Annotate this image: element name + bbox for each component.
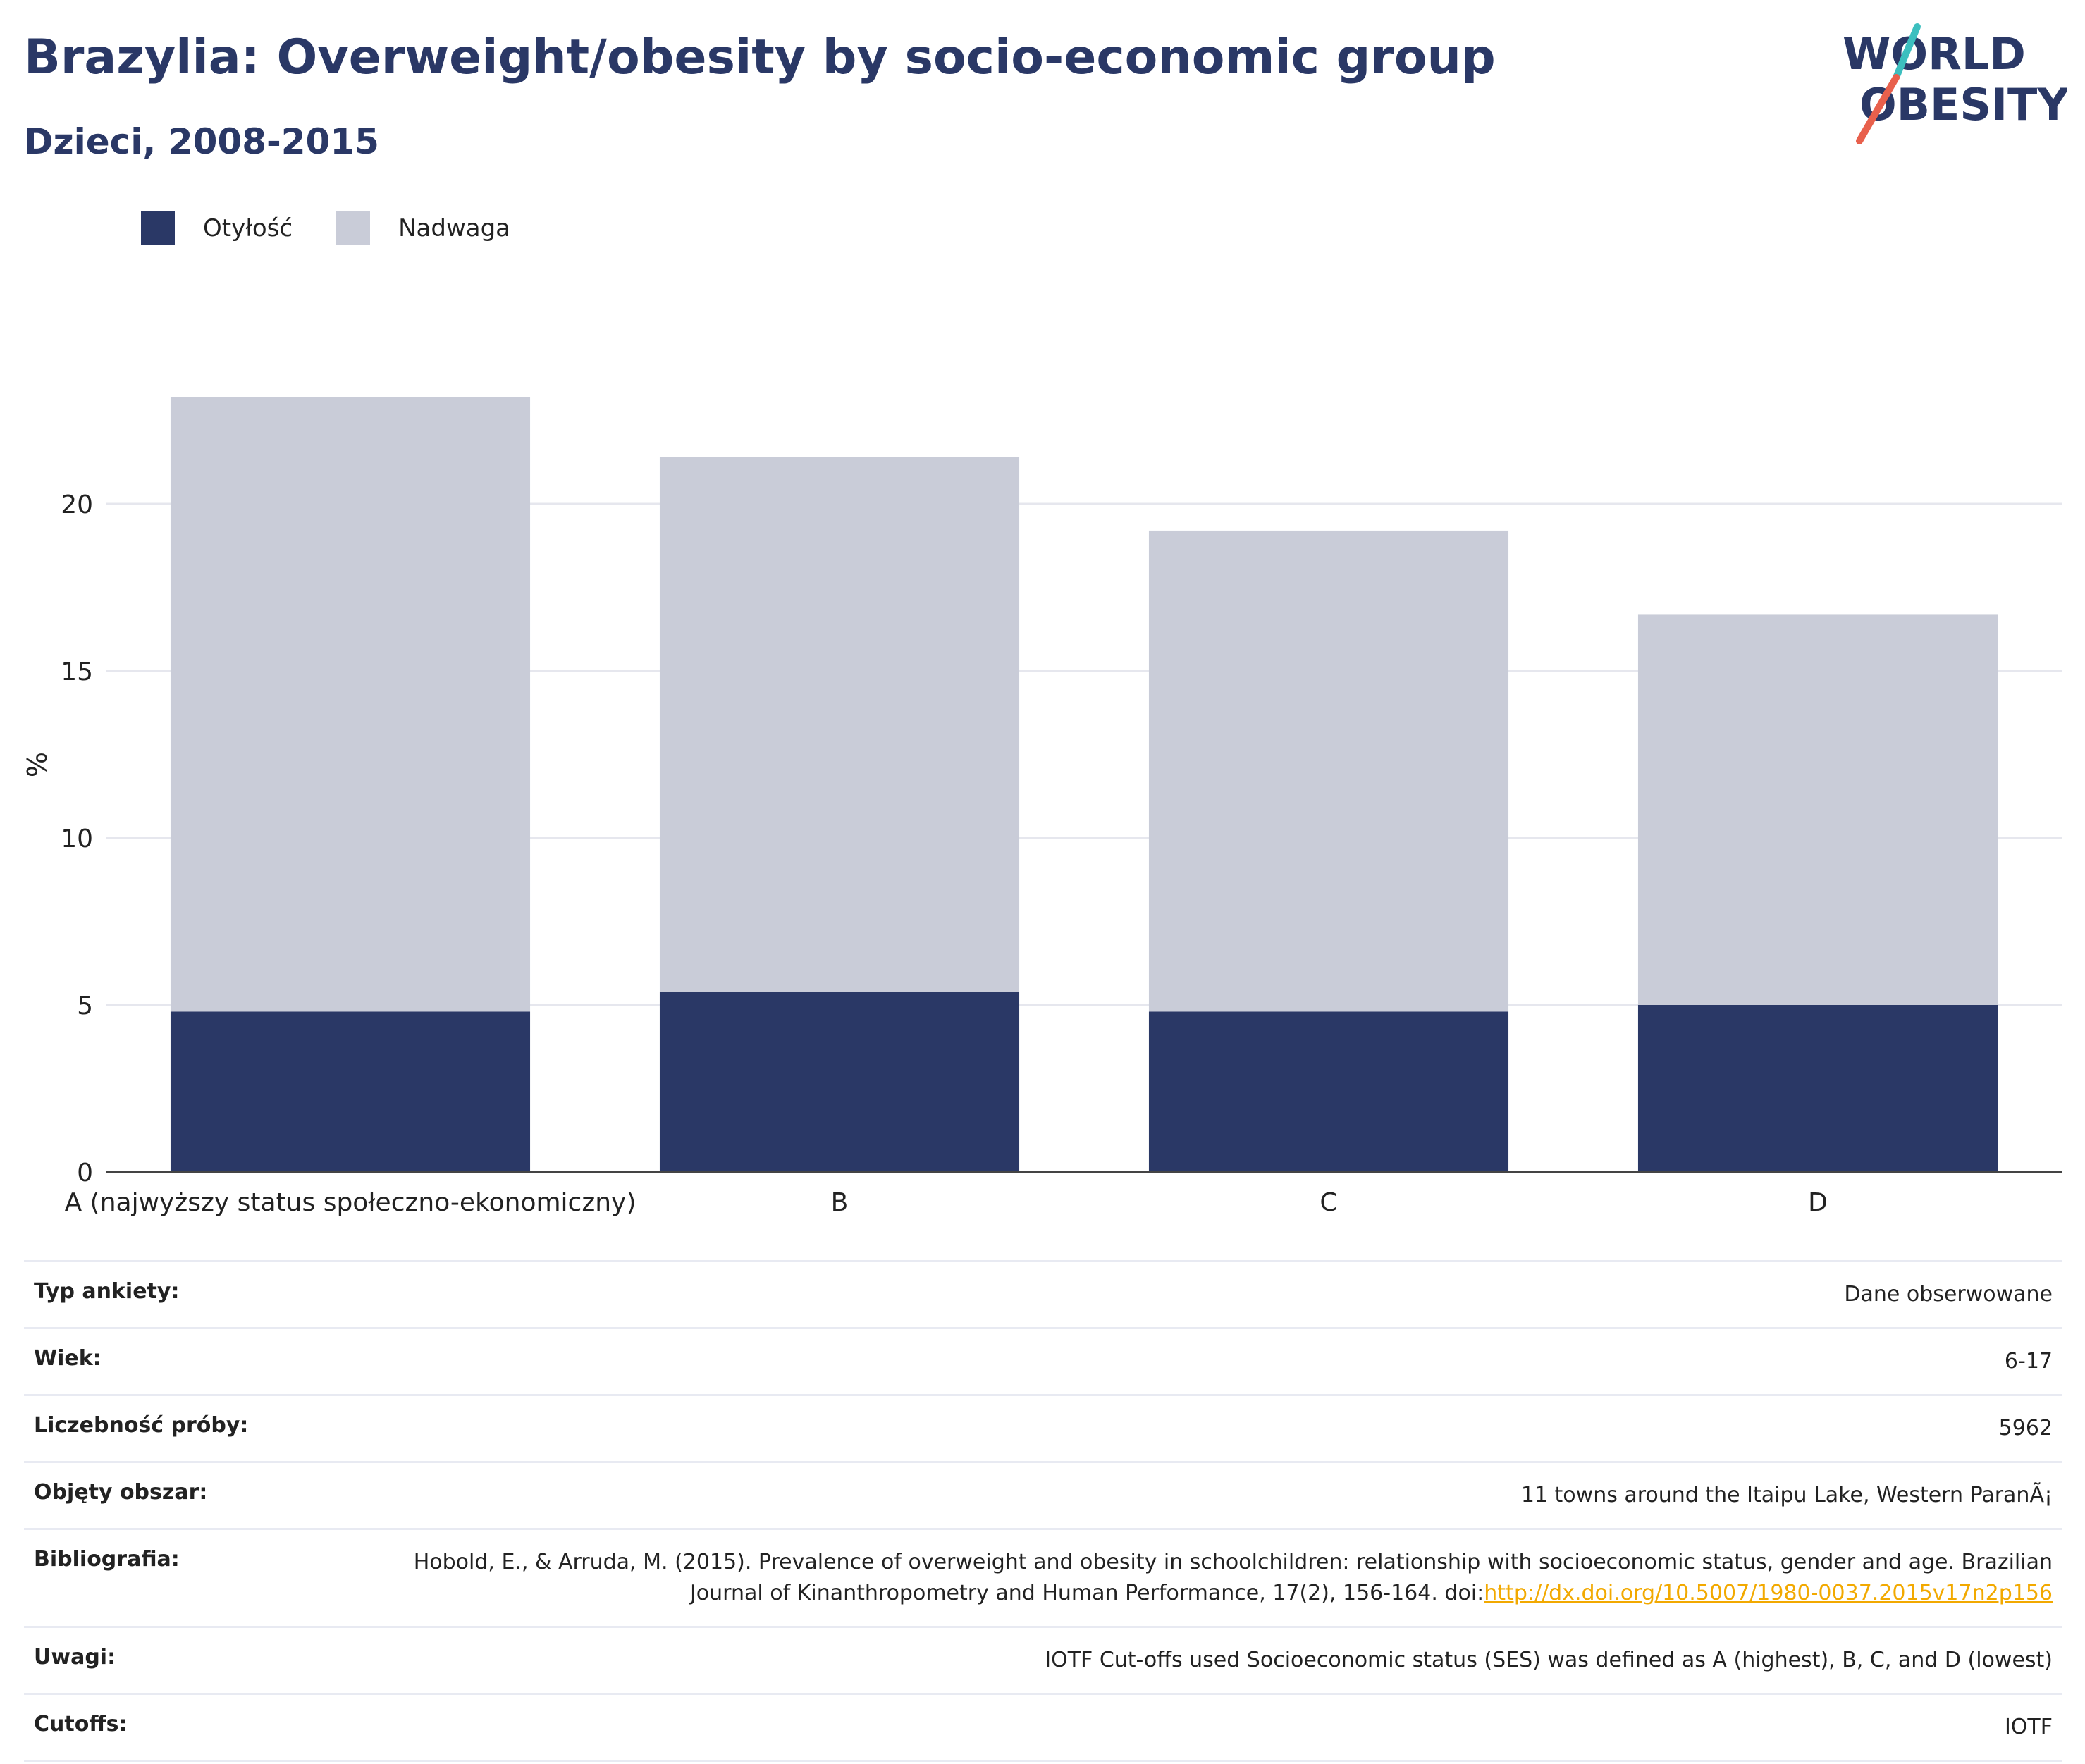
y-tick-label: 15	[61, 658, 93, 686]
info-key: Liczebność próby:	[24, 1394, 340, 1463]
x-tick-label: C	[1320, 1188, 1337, 1217]
info-value-text: Hobold, E., & Arruda, M. (2015). Prevale…	[413, 1550, 2053, 1605]
info-key: Typ ankiety:	[24, 1260, 340, 1329]
info-row: Typ ankiety: Dane obserwowane	[24, 1260, 2062, 1329]
info-row: Liczebność próby: 5962	[24, 1394, 2062, 1463]
bar-overweight-0[interactable]	[170, 397, 531, 1012]
info-value: IOTF Cut-offs used Socioeconomic status …	[340, 1626, 2062, 1695]
bar-obesity-0[interactable]	[170, 1011, 531, 1172]
y-tick-label: 5	[77, 992, 93, 1020]
info-row: Wiek: 6-17	[24, 1327, 2062, 1396]
x-tick-label: B	[831, 1188, 849, 1217]
x-tick-label: D	[1808, 1188, 1828, 1217]
bar-obesity-3[interactable]	[1637, 1005, 1998, 1172]
info-key: Objęty obszar:	[24, 1461, 340, 1530]
legend-swatch-overweight	[336, 211, 371, 245]
axes: 0 5 10 15 20 A (najwyższy status społeczno-ek…	[61, 491, 2062, 1217]
doi-link[interactable]: http://dx.doi.org/10.5007/1980-0037.2015…	[1484, 1581, 2053, 1605]
logo-slash-bottom	[1856, 74, 1900, 144]
info-value: Hobold, E., & Arruda, M. (2015). Prevale…	[340, 1528, 2062, 1628]
legend-swatch-obesity	[141, 211, 175, 245]
y-tick-label: 20	[61, 491, 93, 519]
page-title: Brazylia: Overweight/obesity by socio-ec…	[24, 30, 1496, 85]
info-value-text: Dane obserwowane	[1844, 1282, 2053, 1307]
info-row: Objęty obszar: 11 towns around the Itaipu…	[24, 1461, 2062, 1530]
info-value-text: 6-17	[2004, 1349, 2053, 1374]
info-value-text: 5962	[1998, 1416, 2053, 1441]
bar-obesity-1[interactable]	[659, 992, 1020, 1172]
legend-label-obesity: Otyłość	[203, 214, 293, 242]
info-value: IOTF	[340, 1693, 2062, 1762]
stacked-bar-chart: 0 5 10 15 20 A (najwyższy status społeczno-ek…	[22, 397, 2062, 1217]
bar-overweight-1[interactable]	[659, 457, 1020, 992]
world-obesity-logo: WORLD OBESITY	[1843, 23, 2067, 144]
info-value-text: IOTF	[2004, 1715, 2053, 1739]
info-value: 6-17	[340, 1327, 2062, 1396]
bar-overweight-2[interactable]	[1148, 530, 1509, 1012]
bar-overweight-3[interactable]	[1637, 614, 1998, 1005]
x-tick-label: A (najwyższy status społeczno-ekonomiczn…	[65, 1188, 636, 1217]
info-value: 5962	[340, 1394, 2062, 1463]
chart-legend: Otyłość Nadwaga	[141, 209, 554, 248]
legend-item-obesity[interactable]: Otyłość	[141, 211, 293, 245]
info-row: Uwagi: IOTF Cut-offs used Socioeconomic s…	[24, 1626, 2062, 1695]
logo-slash-top	[1893, 23, 1921, 81]
info-value-text: 11 towns around the Itaipu Lake, Western…	[1520, 1483, 2053, 1507]
info-key: Wiek:	[24, 1327, 340, 1396]
info-key: Bibliografia:	[24, 1528, 340, 1628]
info-row: Cutoffs: IOTF	[24, 1693, 2062, 1762]
info-value-text: IOTF Cut-offs used Socioeconomic status …	[1045, 1648, 2053, 1672]
info-table: Typ ankiety: Dane obserwowane Wiek: 6-17 Lic…	[24, 1260, 2062, 1762]
info-value: Dane obserwowane	[340, 1260, 2062, 1329]
y-axis-title: %	[22, 752, 53, 777]
y-tick-label: 0	[77, 1159, 93, 1188]
legend-item-overweight[interactable]: Nadwaga	[336, 211, 510, 245]
legend-label-overweight: Nadwaga	[398, 214, 511, 242]
page-subtitle: Dzieci, 2008-2015	[24, 121, 379, 162]
info-value: 11 towns around the Itaipu Lake, Western…	[340, 1461, 2062, 1530]
info-key: Cutoffs:	[24, 1693, 340, 1762]
logo-text-world: WORLD	[1843, 28, 2026, 80]
info-key: Uwagi:	[24, 1626, 340, 1695]
y-tick-label: 10	[61, 825, 93, 853]
bar-obesity-2[interactable]	[1148, 1011, 1509, 1172]
info-row: Bibliografia: Hobold, E., & Arruda, M. (2…	[24, 1528, 2062, 1628]
bars	[170, 397, 1998, 1172]
